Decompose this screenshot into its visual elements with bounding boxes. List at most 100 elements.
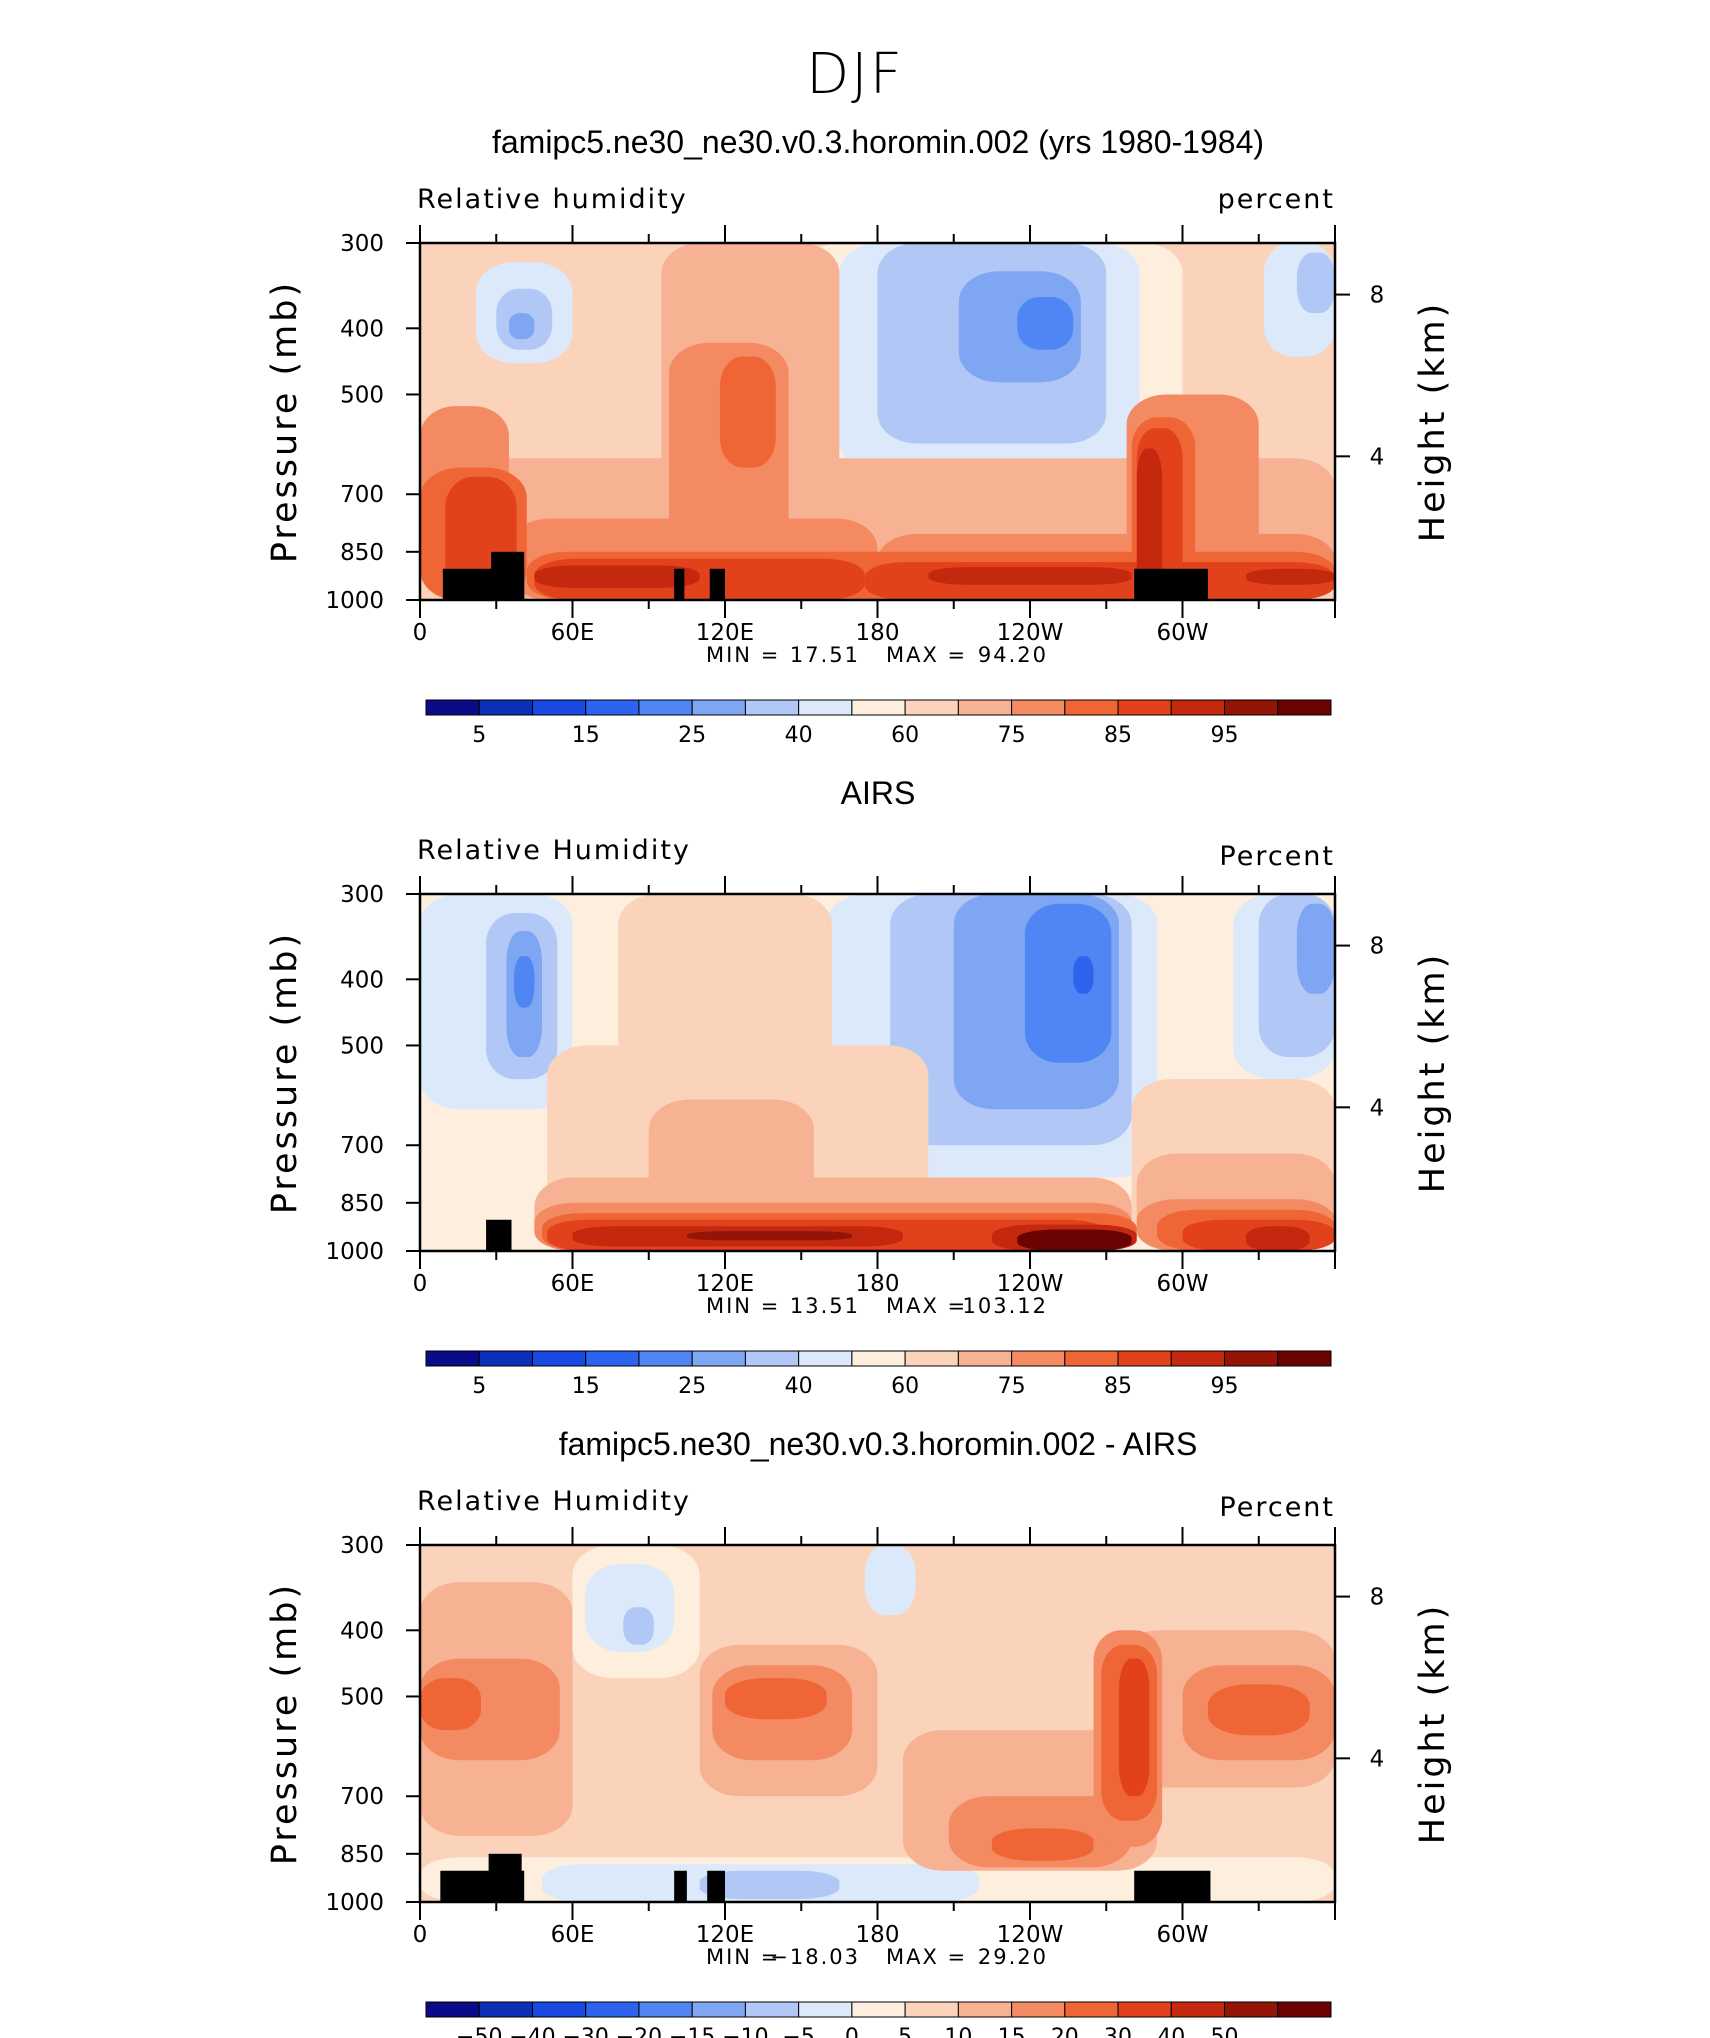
right-axis-label: Height (km) xyxy=(1413,1603,1453,1845)
y-tick-label: 850 xyxy=(340,1191,384,1217)
max-value: 103.12 xyxy=(963,1294,1048,1318)
colorbar-swatch xyxy=(851,1350,906,1367)
y-tick-label: 400 xyxy=(340,1618,384,1644)
contour-region xyxy=(1296,903,1335,994)
contour-region xyxy=(1246,1226,1310,1251)
colorbar-label: 25 xyxy=(678,1374,706,1399)
y-tick-label: 300 xyxy=(340,882,384,908)
variable-label: Relative Humidity xyxy=(417,835,691,866)
colorbar-swatch xyxy=(585,2001,640,2018)
colorbar: 5 15 25 40 60 75 85 95 xyxy=(425,699,1332,748)
y-tick-label: 300 xyxy=(340,1533,384,1559)
x-tick-label: 0 xyxy=(413,620,428,646)
colorbar-label: 25 xyxy=(678,723,706,748)
colorbar-swatch xyxy=(691,2001,746,2018)
colorbar-swatch xyxy=(1011,699,1066,716)
colorbar-label: 10 xyxy=(944,2025,972,2038)
x-tick-label: 60E xyxy=(551,620,595,646)
y-tick-label: 400 xyxy=(340,316,384,342)
colorbar-label: 15 xyxy=(572,723,600,748)
contour-region xyxy=(725,1678,827,1720)
colorbar-swatch xyxy=(1011,2001,1066,2018)
contour-field xyxy=(420,894,1335,1251)
y-tick-label: 850 xyxy=(340,1842,384,1868)
contour-field xyxy=(420,1545,1335,1902)
y-tick-label: 850 xyxy=(340,540,384,566)
y-tick-label: 700 xyxy=(340,482,384,508)
contour-region xyxy=(991,1828,1094,1861)
colorbar-label: −50 xyxy=(456,2025,502,2038)
colorbar-label: 95 xyxy=(1211,723,1239,748)
colorbar-label: −40 xyxy=(509,2025,555,2038)
x-tick-label: 0 xyxy=(413,1922,428,1948)
colorbar-swatch xyxy=(744,699,800,716)
panel-title: AIRS xyxy=(841,775,916,811)
variable-label: Relative Humidity xyxy=(417,1486,691,1517)
min-label: MIN = xyxy=(706,1294,780,1318)
colorbar-swatch xyxy=(957,2001,1013,2018)
colorbar-swatch xyxy=(957,1350,1013,1367)
y-tick-label: 1000 xyxy=(325,1890,384,1916)
colorbar-swatch xyxy=(478,2001,533,2018)
contour-region xyxy=(1296,252,1335,314)
colorbar-swatch xyxy=(1224,699,1279,716)
colorbar-swatch xyxy=(1277,1350,1332,1367)
contour-region xyxy=(420,1678,481,1731)
y-axis-label: Pressure (mb) xyxy=(265,280,305,563)
x-tick-label: 60W xyxy=(1156,1922,1208,1948)
topography-mask xyxy=(709,568,725,600)
panel-title: famipc5.ne30_ne30.v0.3.horomin.002 - AIR… xyxy=(559,1426,1198,1462)
colorbar-label: 40 xyxy=(1157,2025,1185,2038)
colorbar-label: 15 xyxy=(998,2025,1026,2038)
colorbar-swatch xyxy=(904,1350,959,1367)
contour-region xyxy=(1017,297,1074,350)
colorbar-swatch xyxy=(957,699,1013,716)
colorbar-label: 5 xyxy=(472,723,486,748)
contour-field xyxy=(420,243,1335,600)
x-tick-label: 60E xyxy=(551,1271,595,1297)
contour-region xyxy=(514,956,535,1008)
colorbar-swatch xyxy=(1224,2001,1279,2018)
contour-region xyxy=(623,1607,654,1645)
colorbar-swatch xyxy=(425,1350,480,1367)
panel-1: famipc5.ne30_ne30.v0.3.horomin.002 (yrs … xyxy=(265,124,1453,748)
contour-region xyxy=(699,1870,840,1900)
colorbar-swatch xyxy=(798,2001,853,2018)
x-tick-label: 120E xyxy=(696,1271,754,1297)
colorbar: 5 15 25 40 60 75 85 95 xyxy=(425,1350,1332,1399)
contour-region xyxy=(1118,1658,1150,1797)
right-tick-label: 8 xyxy=(1370,283,1385,309)
colorbar: −50 −40 −30 −20 −15 −10 −5 0 5 10 15 20 30 40 50 xyxy=(425,2001,1332,2038)
colorbar-swatch xyxy=(638,2001,693,2018)
min-value: −18.03 xyxy=(770,1945,860,1969)
y-tick-label: 500 xyxy=(340,382,384,408)
right-axis-label: Height (km) xyxy=(1413,952,1453,1194)
right-tick-label: 4 xyxy=(1370,1095,1385,1121)
units-label: Percent xyxy=(1219,841,1335,872)
colorbar-swatch xyxy=(1117,2001,1172,2018)
colorbar-label: 40 xyxy=(785,1374,813,1399)
x-tick-label: 120W xyxy=(997,620,1064,646)
x-tick-label: 180 xyxy=(856,620,900,646)
max-label: MAX = xyxy=(886,1294,967,1318)
variable-label: Relative humidity xyxy=(417,184,688,215)
right-tick-label: 4 xyxy=(1370,1746,1385,1772)
topography-mask xyxy=(491,551,525,600)
contour-region xyxy=(1017,1229,1132,1251)
contour-region xyxy=(719,356,776,468)
y-tick-label: 1000 xyxy=(325,1239,384,1265)
colorbar-swatch xyxy=(798,1350,853,1367)
topography-mask xyxy=(707,1870,725,1902)
colorbar-swatch xyxy=(1170,2001,1226,2018)
colorbar-label: 5 xyxy=(472,1374,486,1399)
colorbar-swatch xyxy=(1117,1350,1172,1367)
right-tick-label: 4 xyxy=(1370,444,1385,470)
colorbar-swatch xyxy=(1064,699,1119,716)
colorbar-swatch xyxy=(1170,1350,1226,1367)
colorbar-swatch xyxy=(425,2001,480,2018)
colorbar-label: 85 xyxy=(1104,723,1132,748)
x-tick-label: 120E xyxy=(696,620,754,646)
y-axis-label: Pressure (mb) xyxy=(265,1582,305,1865)
